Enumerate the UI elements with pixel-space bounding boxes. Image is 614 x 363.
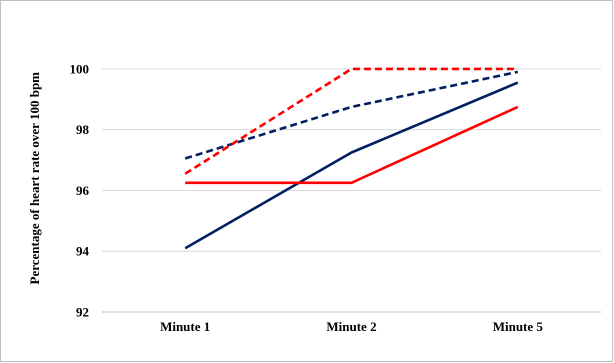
y-tick-label: 100 <box>70 61 90 76</box>
series-line-2 <box>184 67 518 175</box>
x-tick-label: Minute 1 <box>160 319 210 334</box>
y-tick-label: 94 <box>76 244 90 259</box>
series-line-3 <box>184 81 519 250</box>
y-tick-label: 92 <box>76 305 89 320</box>
y-axis-title: Percentage of heart rate over 100 bpm <box>27 72 42 285</box>
grid-lines <box>102 68 601 313</box>
y-tick-label: 96 <box>76 183 90 198</box>
series-line-1 <box>184 70 519 160</box>
series-lines <box>184 67 519 250</box>
x-tick-label: Minute 2 <box>326 319 376 334</box>
y-tick-label: 98 <box>76 122 90 137</box>
series-line-4 <box>185 105 519 185</box>
y-tick-labels: 92 94 96 98 100 <box>70 61 90 319</box>
x-tick-label: Minute 5 <box>493 319 544 334</box>
x-tick-labels: Minute 1 Minute 2 Minute 5 <box>160 319 543 334</box>
